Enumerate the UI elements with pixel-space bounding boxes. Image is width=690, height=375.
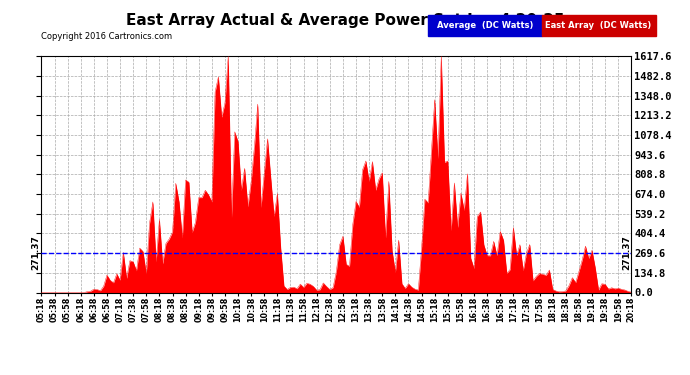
Text: 271.37: 271.37 (31, 236, 40, 270)
Text: Average  (DC Watts): Average (DC Watts) (437, 21, 533, 30)
Text: Copyright 2016 Cartronics.com: Copyright 2016 Cartronics.com (41, 32, 172, 41)
Text: East Array Actual & Average Power Sat Jun 4 20:25: East Array Actual & Average Power Sat Ju… (126, 13, 564, 28)
Text: East Array  (DC Watts): East Array (DC Watts) (546, 21, 651, 30)
Text: 271.37: 271.37 (622, 236, 631, 270)
